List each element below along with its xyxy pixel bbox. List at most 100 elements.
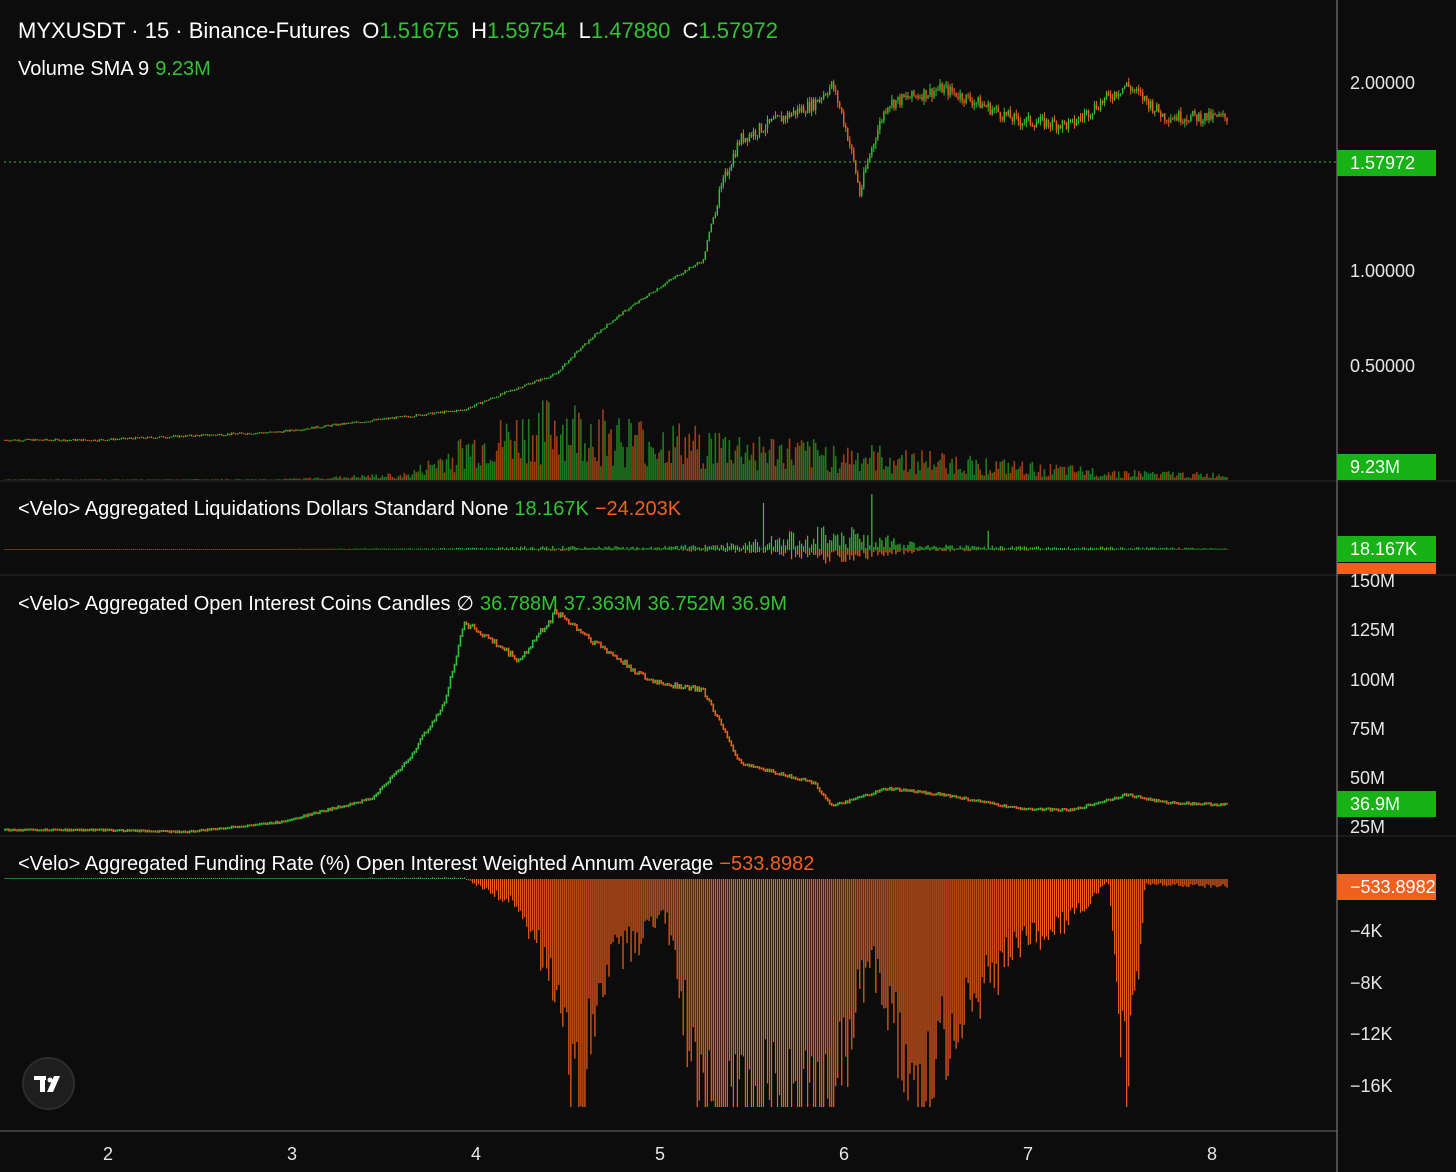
volume-bar (638, 422, 640, 480)
liquidation-short-bar (1015, 549, 1017, 551)
funding-rate-bar (110, 878, 112, 879)
funding-rate-bar (164, 878, 167, 879)
price-candle (347, 422, 349, 424)
liquidation-short-bar (987, 549, 989, 550)
oi-candle (178, 830, 181, 834)
funding-rate-bar (728, 879, 730, 1061)
oi-candle (764, 768, 767, 773)
liquidation-short-bar (14, 549, 16, 550)
volume-bar (549, 434, 552, 480)
liquidation-long-bar (375, 548, 377, 550)
price-candle (281, 431, 283, 433)
price-candle (419, 414, 422, 416)
liquidation-long-bar (652, 548, 654, 550)
price-candle (871, 147, 873, 156)
price-candle (166, 437, 169, 439)
funding-rate-bar (14, 878, 16, 879)
liquidation-short-bar (877, 549, 879, 556)
open-interest-legend[interactable]: <Velo> Aggregated Open Interest Coins Ca… (18, 591, 793, 616)
liquidation-long-bar (951, 545, 953, 549)
volume-bar (56, 479, 58, 480)
funding-rate-bar (1162, 879, 1164, 886)
liquidation-long-bar (1091, 548, 1094, 549)
price-candle (160, 436, 163, 438)
funding-rate-legend[interactable]: <Velo> Aggregated Funding Rate (%) Open … (18, 853, 820, 876)
liquidation-short-bar (624, 549, 626, 550)
oi-candle (967, 797, 969, 802)
oi-candle (828, 799, 831, 805)
price-candle (678, 274, 680, 276)
liquidation-short-bar (500, 549, 502, 550)
oi-candle (676, 682, 678, 689)
oi-candle (485, 634, 488, 637)
hidden-eye-icon[interactable]: ∅ (456, 593, 474, 615)
oi-candle (325, 810, 327, 813)
liquidation-short-bar (1120, 549, 1122, 550)
price-candle (491, 397, 494, 399)
liquidation-short-bar (524, 549, 526, 550)
funding-rate-bar (875, 879, 877, 993)
volume-bar (714, 432, 717, 480)
funding-rate-bar (610, 879, 612, 945)
liquidation-short-bar (702, 549, 704, 550)
price-candle (407, 416, 410, 418)
liquidation-long-bar (1049, 548, 1052, 550)
oi-candle (630, 664, 632, 672)
volume-bar (1011, 466, 1014, 480)
tradingview-logo-icon[interactable] (22, 1057, 75, 1110)
volume-bar (331, 478, 333, 480)
price-candle (279, 431, 281, 433)
funding-rate-bar (1154, 879, 1156, 885)
liquidation-short-bar (42, 549, 44, 550)
liquidation-short-bar (1073, 549, 1076, 551)
liquidation-short-bar (142, 549, 145, 550)
symbol-legend[interactable]: MYXUSDT · 15 · Binance-Futures O1.51675 … (18, 18, 784, 44)
oi-candle (349, 802, 351, 807)
price-candle (736, 142, 739, 157)
liquidation-short-bar (881, 549, 883, 555)
volume-bar (622, 446, 624, 480)
funding-rate-bar (209, 878, 211, 879)
funding-rate-bar (768, 879, 771, 1100)
oi-candle (291, 818, 293, 821)
liquidation-short-bar (762, 549, 765, 553)
price-candle (271, 431, 273, 433)
volume-bar (905, 450, 907, 480)
price-candle (905, 95, 907, 98)
volume-bar (965, 473, 967, 480)
volume-bar (921, 450, 923, 480)
funding-rate-bar (1003, 879, 1005, 968)
liquidation-short-bar (273, 549, 275, 550)
volume-bar (361, 474, 363, 480)
liquidation-short-bar (608, 549, 610, 550)
funding-rate-bar (148, 878, 151, 879)
funding-rate-bar (869, 879, 871, 968)
liquidation-long-bar (692, 545, 694, 549)
liquidation-long-bar (911, 541, 913, 549)
liquidation-long-bar (752, 542, 755, 549)
liquidation-long-bar (1093, 548, 1096, 550)
funding-rate-bar (971, 879, 973, 1012)
price-candle (790, 113, 793, 117)
volume-legend[interactable]: Volume SMA 9 9.23M (18, 58, 217, 81)
liquidation-short-bar (102, 549, 104, 550)
volume-bar (1206, 473, 1208, 480)
volume-bar (650, 446, 652, 480)
price-candle (150, 436, 153, 438)
liquidations-legend[interactable]: <Velo> Aggregated Liquidations Dollars S… (18, 498, 687, 521)
liquidation-short-bar (311, 549, 313, 550)
funding-rate-bar (317, 878, 319, 879)
liquidation-short-bar (1128, 549, 1130, 550)
price-candle (405, 415, 408, 417)
liquidation-long-bar (801, 543, 803, 549)
volume-bar (1214, 478, 1216, 480)
liquidation-short-bar (1170, 549, 1172, 550)
liquidation-short-bar (1208, 549, 1210, 550)
funding-rate-bar (1148, 879, 1150, 885)
liquidation-long-bar (640, 548, 642, 550)
volume-bar (477, 462, 480, 480)
volume-bar (90, 479, 93, 480)
volume-bar (991, 472, 994, 480)
liquidation-short-bar (455, 549, 458, 550)
